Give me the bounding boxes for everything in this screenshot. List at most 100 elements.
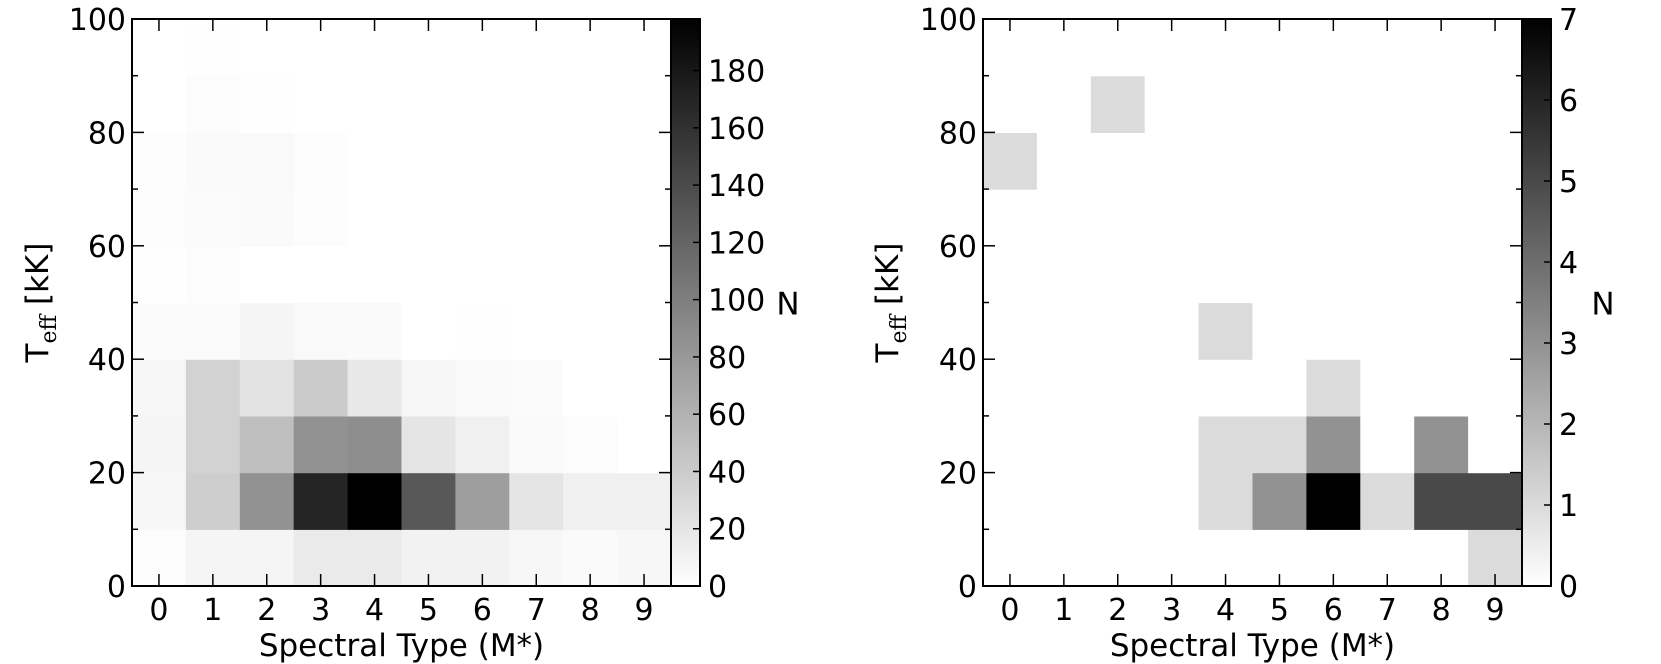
left-colorbar-tick-label: 180 <box>708 55 765 90</box>
left-heatmap-cell <box>185 359 241 417</box>
left-y-tick-label: 40 <box>88 343 126 378</box>
left-heatmap-cell <box>401 245 456 304</box>
right-heatmap-cell <box>1090 189 1146 247</box>
right-y-axis-title-main: T <box>870 342 906 363</box>
left-heatmap-cell <box>185 245 241 304</box>
left-heatmap-cell <box>239 132 295 190</box>
left-heatmap-cell <box>347 132 403 190</box>
left-y-tick-label: 20 <box>88 457 126 492</box>
left-colorbar-tick-label: 140 <box>708 169 765 204</box>
right-x-tick-label: 8 <box>1432 593 1451 628</box>
right-heatmap-cell <box>1198 75 1254 133</box>
right-heatmap-cell <box>1090 245 1146 304</box>
left-heatmap-cell <box>293 189 349 247</box>
left-heatmap-cell <box>617 302 672 360</box>
left-heatmap-cell <box>239 302 295 360</box>
right-heatmap-cell <box>983 415 1038 474</box>
right-heatmap-cell <box>1414 245 1469 304</box>
right-heatmap-cell <box>1090 302 1146 360</box>
right-heatmap-cell <box>1414 359 1469 417</box>
right-heatmap-cell <box>1144 75 1200 133</box>
left-heatmap-cell <box>132 472 187 530</box>
right-heatmap-cell <box>1198 189 1254 247</box>
right-colorbar-tick-label: 3 <box>1559 327 1578 362</box>
right-heatmap-cell <box>1414 302 1469 360</box>
right-heatmap-cell <box>1090 75 1146 133</box>
left-heatmap-cell <box>455 75 510 133</box>
right-heatmap-cell <box>1144 415 1200 474</box>
right-heatmap-cell <box>1414 132 1469 190</box>
right-heatmap-cell <box>983 75 1038 133</box>
right-heatmap-cell <box>1306 415 1361 474</box>
left-heatmap-cell <box>347 245 403 304</box>
left-colorbar <box>670 18 701 587</box>
right-heatmap-cell <box>1468 359 1523 417</box>
right-heatmap-cell <box>1252 189 1307 247</box>
right-heatmap-cell <box>1252 415 1307 474</box>
left-heatmap-cell <box>455 189 510 247</box>
right-colorbar-tick-label: 5 <box>1559 165 1578 200</box>
left-heatmap-cell <box>455 359 510 417</box>
right-x-tick-label: 7 <box>1378 593 1397 628</box>
left-heatmap-cell <box>347 415 403 474</box>
left-x-tick-label: 1 <box>203 593 222 628</box>
right-heatmap-cell <box>1036 189 1092 247</box>
left-heatmap-cell <box>563 75 618 133</box>
left-heatmap-cell <box>132 75 187 133</box>
right-x-tick-label: 5 <box>1270 593 1289 628</box>
left-heatmap-cell <box>132 189 187 247</box>
left-heatmap-cell <box>401 132 456 190</box>
left-heatmap-cell <box>239 75 295 133</box>
left-heatmap-cell <box>617 75 672 133</box>
right-heatmap-cell <box>1306 132 1361 190</box>
left-heatmap-cell <box>293 302 349 360</box>
right-heatmap-cell <box>1468 75 1523 133</box>
left-x-tick-label: 0 <box>149 593 168 628</box>
right-colorbar-label: N <box>1591 287 1614 323</box>
right-x-tick-label: 2 <box>1108 593 1127 628</box>
left-heatmap-cell <box>132 302 187 360</box>
left-heatmap-cell <box>617 245 672 304</box>
right-heatmap-cell <box>1036 75 1092 133</box>
left-heatmap-cell <box>239 189 295 247</box>
right-heatmap-cell <box>1360 245 1415 304</box>
right-heatmap-cell <box>1036 132 1092 190</box>
left-heatmap-cell <box>563 415 618 474</box>
right-heatmap-cell <box>1360 75 1415 133</box>
left-heatmap-cell <box>293 472 349 530</box>
right-colorbar-tick-label: 6 <box>1559 84 1578 119</box>
left-heatmap-cell <box>617 359 672 417</box>
left-heatmap-cell <box>509 359 564 417</box>
right-heatmap-cell <box>1036 302 1092 360</box>
left-heatmap-cell <box>401 472 456 530</box>
right-heatmap-cell <box>1198 415 1254 474</box>
left-heatmap-cell <box>293 75 349 133</box>
left-x-tick-label: 6 <box>473 593 492 628</box>
right-x-tick-label: 3 <box>1162 593 1181 628</box>
left-heatmap-cell <box>185 302 241 360</box>
left-heatmap-cell <box>293 245 349 304</box>
left-y-axis-title: Teff [kK] <box>20 243 62 364</box>
right-y-tick-label: 80 <box>939 116 977 151</box>
right-heatmap-cell <box>1360 132 1415 190</box>
right-x-tick-label: 6 <box>1324 593 1343 628</box>
left-heatmap-cell <box>347 189 403 247</box>
left-heatmap-cell <box>132 245 187 304</box>
right-colorbar-tick-label: 4 <box>1559 246 1578 281</box>
right-heatmap-cell <box>1468 189 1523 247</box>
left-y-tick-label: 0 <box>107 570 126 605</box>
right-heatmap-cell <box>1144 245 1200 304</box>
left-heatmap-cell <box>239 472 295 530</box>
right-x-tick-label: 9 <box>1486 593 1505 628</box>
right-heatmap-cell <box>1198 132 1254 190</box>
right-y-tick-label: 20 <box>939 457 977 492</box>
left-colorbar-tick-label: 100 <box>708 284 765 319</box>
right-heatmap-cell <box>983 359 1038 417</box>
left-heatmap-cell <box>617 132 672 190</box>
right-heatmap-cell <box>1360 359 1415 417</box>
left-heatmap-cell <box>185 189 241 247</box>
right-heatmap-cell <box>1306 472 1361 530</box>
right-heatmap-cell <box>1198 302 1254 360</box>
